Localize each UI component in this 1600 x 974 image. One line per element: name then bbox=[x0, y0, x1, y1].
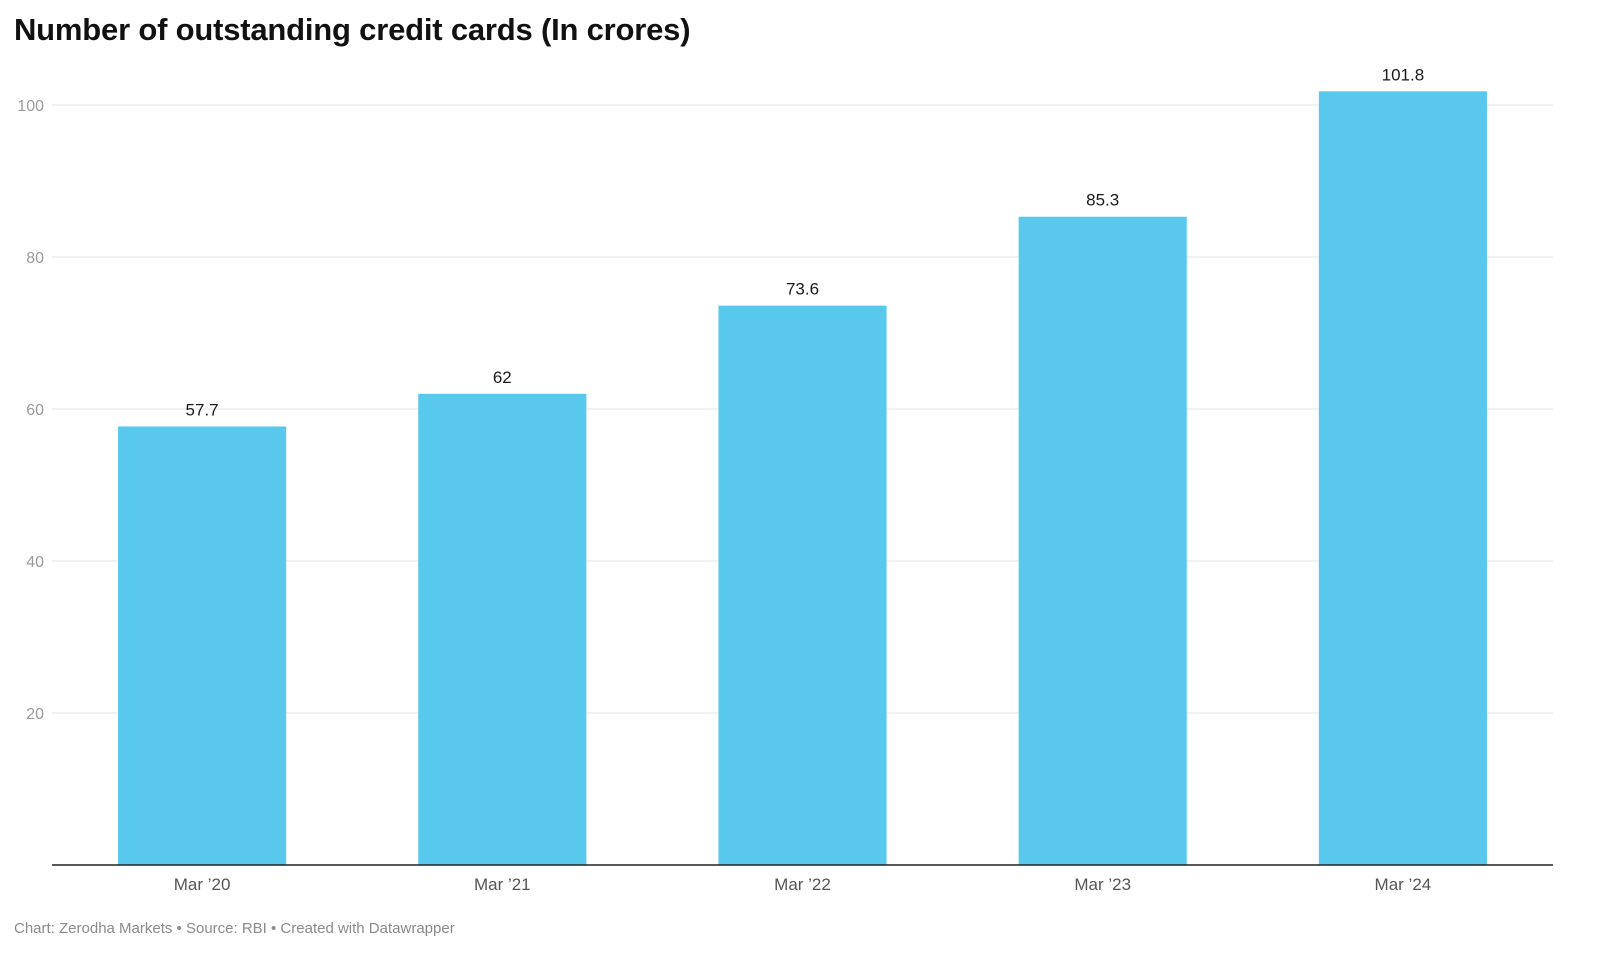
y-tick-label: 40 bbox=[26, 554, 44, 571]
y-tick-label: 60 bbox=[26, 402, 44, 419]
x-tick-label: Mar ’20 bbox=[174, 875, 231, 894]
data-label: 62 bbox=[493, 368, 512, 387]
data-label: 85.3 bbox=[1086, 191, 1119, 210]
chart-title: Number of outstanding credit cards (In c… bbox=[14, 12, 691, 47]
data-label: 73.6 bbox=[786, 280, 819, 299]
x-tick-label: Mar ’23 bbox=[1074, 875, 1131, 894]
x-axis-tick-labels: Mar ’20 Mar ’21 Mar ’22 Mar ’23 Mar ’24 bbox=[174, 875, 1431, 894]
y-tick-label: 20 bbox=[26, 706, 44, 723]
x-tick-label: Mar ’21 bbox=[474, 875, 531, 894]
chart-footer: Chart: Zerodha Markets • Source: RBI • C… bbox=[14, 920, 455, 937]
x-tick-label: Mar ’24 bbox=[1375, 875, 1432, 894]
data-label: 101.8 bbox=[1382, 65, 1425, 84]
y-axis-tick-labels: 20 40 60 80 100 bbox=[17, 98, 44, 723]
bars bbox=[118, 91, 1487, 866]
data-labels: 57.7 62 73.6 85.3 101.8 bbox=[186, 65, 1425, 419]
bar bbox=[1318, 91, 1487, 865]
bar bbox=[718, 305, 887, 865]
bar bbox=[418, 393, 587, 865]
data-label: 57.7 bbox=[186, 400, 219, 419]
x-tick-label: Mar ’22 bbox=[774, 875, 831, 894]
bar bbox=[1018, 216, 1187, 866]
y-tick-label: 80 bbox=[26, 250, 44, 267]
y-tick-label: 100 bbox=[17, 98, 44, 115]
bar bbox=[118, 426, 287, 865]
